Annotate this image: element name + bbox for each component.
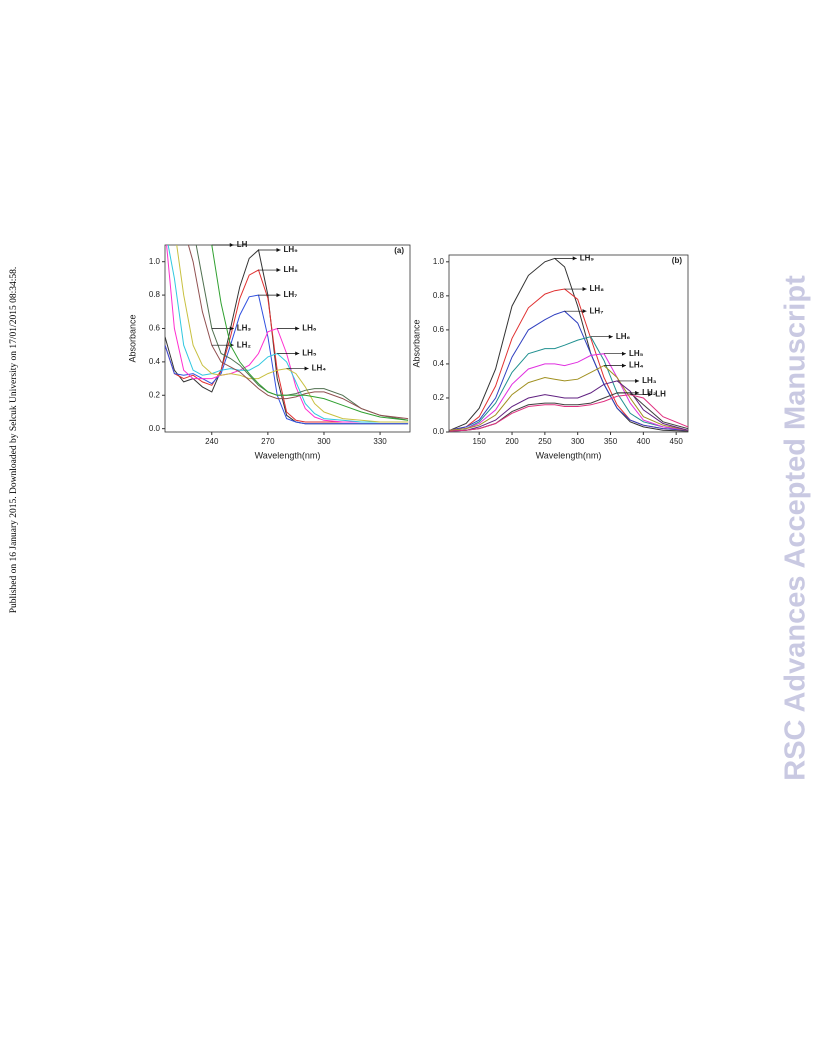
series-label: LH₈ [284,265,299,274]
y-axis-label: Absorbance [411,319,421,367]
series-line [449,364,688,431]
arrow-head [295,326,300,331]
x-tick-label: 300 [571,437,585,446]
series-label: LH₅ [302,349,317,358]
x-tick-label: 240 [205,437,219,446]
watermark: RSC Advances Accepted Manuscript [780,275,812,781]
y-tick-label: 0.2 [433,393,445,402]
x-axis-label: Wavelength(nm) [536,450,602,460]
series-label: LH [655,390,666,399]
series-label: LH₅ [629,349,644,358]
arrow-head [229,326,234,331]
arrow-head [582,287,587,292]
x-tick-label: 250 [538,437,552,446]
y-tick-label: 0.6 [149,324,161,333]
series-label: LH₆ [302,324,317,333]
series-line [167,245,409,423]
series-line [195,245,409,421]
x-tick-label: 300 [317,437,331,446]
x-tick-label: 350 [604,437,618,446]
chart: (a) Wavelength(nm) Absorbance 240 270 300 330 0… [127,240,411,460]
x-axis-label: Wavelength(nm) [255,450,321,460]
arrow-head [276,248,281,253]
series-label: LH₆ [616,332,631,341]
arrow-head [608,334,613,339]
x-tick-label: 330 [373,437,387,446]
series-line [449,257,688,432]
arrow-head [621,351,626,356]
y-tick-label: 0.4 [433,359,445,368]
series-label: LH₇ [284,290,298,299]
series-label: LH₇ [590,306,604,315]
y-tick-label: 0.0 [433,427,445,436]
series-label: LH [237,240,248,249]
y-tick-label: 0.6 [433,325,445,334]
series-label: LH₂ [642,388,657,397]
y-axis-label: Absorbance [127,314,137,362]
y-tick-label: 0.0 [149,424,161,433]
series-label: LH₉ [580,254,595,263]
series-line [176,245,409,423]
plot-frame [448,254,689,433]
series-label: LH₂ [237,340,252,349]
panel-label: (b) [672,256,683,265]
series-label: LH₃ [642,376,657,385]
series-line [211,245,409,421]
series-line [165,294,409,425]
arrow-head [276,268,281,273]
series-label: LH₈ [590,284,605,293]
x-tick-label: 450 [670,437,684,446]
panel-label: (a) [394,246,404,255]
chart: (b) Wavelength(nm) Absorbance 150 200 250 300 3… [411,254,689,460]
arrow-head [229,243,234,247]
y-tick-label: 1.0 [433,257,445,266]
x-tick-label: 270 [261,437,275,446]
series-line [449,336,688,431]
arrow-head [621,363,626,368]
series-line [187,245,409,420]
side-note: Published on 16 January 2015. Downloaded… [9,267,19,613]
y-tick-label: 0.8 [433,291,445,300]
series-line [449,288,688,431]
x-tick-label: 400 [637,437,651,446]
series-line [449,353,688,431]
arrow-head [648,392,653,397]
y-tick-label: 0.8 [149,290,161,299]
arrow-head [295,351,300,356]
series-line [449,394,688,432]
arrow-head [635,378,640,383]
series-line [166,245,409,423]
y-tick-label: 0.2 [149,390,161,399]
series-label: LH₉ [284,245,299,254]
series-label: LH₃ [237,324,252,333]
x-tick-label: 150 [473,437,487,446]
x-tick-label: 200 [505,437,519,446]
y-tick-label: 1.0 [149,257,161,266]
y-tick-label: 0.4 [149,357,161,366]
series-label: LH₄ [629,361,644,370]
arrow-head [572,256,577,261]
arrow-head [276,293,281,298]
arrow-head [635,390,640,395]
arrow-head [582,309,587,314]
series-label: LH₄ [312,364,327,373]
arrow-head [304,366,309,371]
